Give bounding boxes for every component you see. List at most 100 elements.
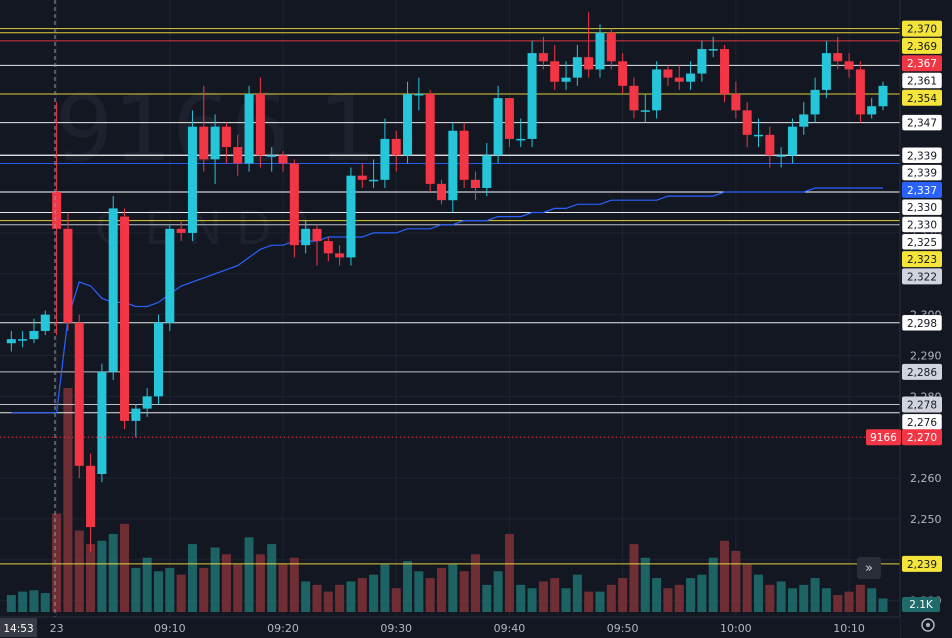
candle-body [674,77,684,82]
candle [459,122,469,188]
volume-tag: 2.1K [902,597,940,612]
volume-bar [165,567,175,612]
volume-bar [708,557,718,612]
candles [6,12,888,552]
volume-bar [346,581,356,612]
volume-bar [108,533,118,612]
candle [787,118,797,164]
candle-body [538,53,548,62]
price-tag: 2,239 [902,555,942,572]
candle [753,118,763,148]
volume-bar [867,588,877,612]
candle [6,330,16,352]
candle [403,81,413,164]
candle [652,61,662,119]
candle [584,12,594,78]
price-tag-background [902,363,942,380]
volume-bar [425,578,435,612]
candle [380,118,390,188]
price-tag-label: 2,276 [907,417,937,429]
time-tick-label: 23 [50,622,64,635]
candle-body [301,228,311,246]
price-tag-label: 2,337 [907,185,937,197]
candle-body [6,339,16,344]
candle-body [86,465,96,528]
volume-bar [391,588,401,612]
crosshair [0,0,900,617]
candle [799,102,809,135]
time-tick-label: 09:30 [380,622,412,635]
candle [629,77,639,119]
candle [244,85,254,172]
gear-icon[interactable] [921,618,935,632]
candle [844,53,854,78]
gear-icon-center [926,623,930,627]
candle [833,36,843,70]
candle-body [742,110,752,135]
candle-body [52,192,62,229]
volume-bar [267,544,277,612]
price-tag-background [902,251,942,268]
candle [86,453,96,552]
time-tick-label: 09:50 [607,622,639,635]
candle-body [516,138,526,141]
time-tick-label: 09:20 [267,622,299,635]
candle-body [448,130,458,201]
price-tag: 2,298 [901,314,943,332]
price-tag-label: 2,339 [907,150,937,162]
price-tag-background [901,114,943,131]
candle-body [527,53,537,139]
watermark-name: GENDA [95,201,330,255]
price-tick-label: 2,290 [910,349,942,362]
volume-bar [176,574,186,612]
price-tag: 2,278 [902,396,942,413]
price-tag-label: 2,347 [907,118,937,130]
price-tick-label: 2,250 [910,513,942,526]
candle-body [74,322,84,466]
settings-button[interactable] [921,618,935,632]
candle [357,163,367,188]
candle [312,224,322,266]
volume-bar [572,574,582,612]
volume-bar [210,547,220,612]
price-tag-background [902,55,942,72]
scroll-right-button-bg[interactable] [857,557,881,579]
watermark-interval: 1 [318,75,377,182]
candle [108,196,118,381]
candle-body [142,396,152,409]
candle-body [278,155,288,164]
volume-bar [561,588,571,612]
candle-body [550,61,560,82]
candle [618,53,628,94]
candle-body [833,53,843,62]
candle [595,24,605,78]
candle-body [40,314,50,331]
scroll-right-button[interactable]: » [857,557,881,579]
volume-bar [414,571,424,612]
volume-bar [584,591,594,612]
price-tag-background [902,37,942,54]
volume-bar [550,578,560,612]
volume-bar [629,544,639,612]
price-tag-label: 2,298 [907,318,937,330]
candle [131,404,141,438]
price-tag: 2,339 [901,164,943,181]
candle-body [618,61,628,86]
volume-bar [131,567,141,612]
candle [289,159,299,258]
price-tag-label: 2,370 [907,24,937,36]
candle [538,36,548,70]
volume-bar [18,591,28,612]
price-tag: 2,325 [901,233,943,251]
candle-body [697,49,707,74]
double-chevron-right-icon[interactable]: » [865,561,873,576]
time-axis[interactable]: 23 09:10 09:20 09:30 09:40 09:50 10:00 10:10 14:… [0,616,900,638]
volume-bars [6,388,888,612]
candle [267,147,277,172]
volume-bar [52,513,62,612]
price-tag: 2,322 [902,268,942,285]
price-tag-background [901,216,943,233]
last-price-tag: 9166 2,270 [866,429,942,446]
price-tag-label: 2,278 [907,400,937,412]
